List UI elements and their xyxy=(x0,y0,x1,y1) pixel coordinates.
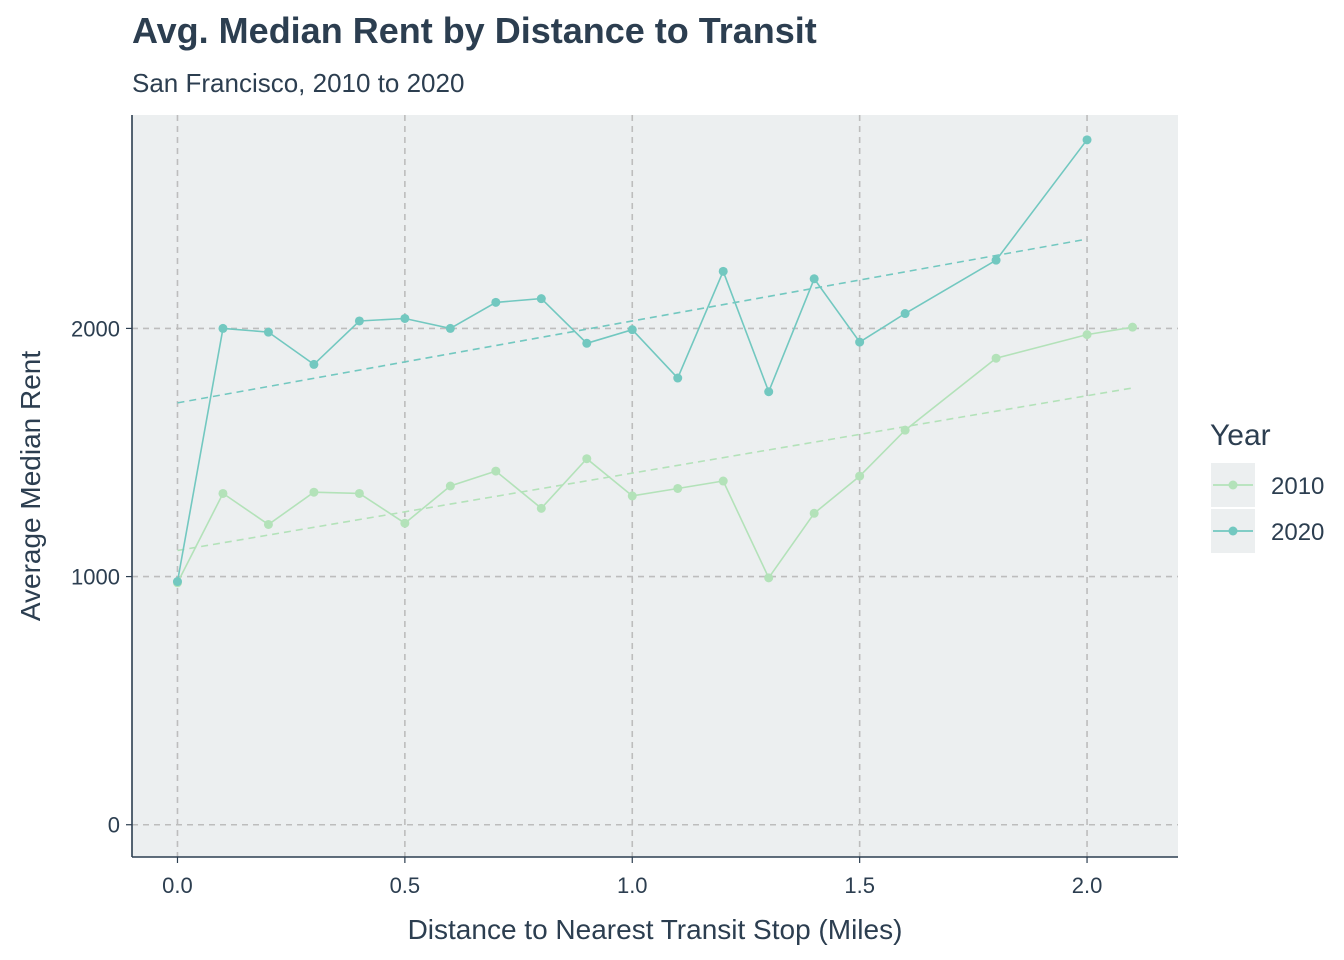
data-point-2020 xyxy=(309,359,319,369)
data-point-2010 xyxy=(855,471,865,481)
data-point-2010 xyxy=(991,353,1001,363)
data-point-2020 xyxy=(673,373,683,383)
y-tick-label: 2000 xyxy=(71,316,120,341)
legend-key-point xyxy=(1228,526,1238,536)
data-point-2020 xyxy=(1082,135,1092,145)
data-point-2010 xyxy=(1082,330,1092,340)
legend-key-point xyxy=(1228,480,1238,490)
data-point-2020 xyxy=(991,255,1001,265)
x-tick-label: 2.0 xyxy=(1072,873,1103,898)
data-point-2020 xyxy=(445,323,455,333)
data-point-2010 xyxy=(263,519,273,529)
data-point-2010 xyxy=(400,518,410,528)
chart-subtitle: San Francisco, 2010 to 2020 xyxy=(132,68,465,98)
data-point-2010 xyxy=(218,488,228,498)
legend: Year 2010 2020 xyxy=(1210,419,1324,553)
data-point-2010 xyxy=(764,573,774,583)
data-point-2020 xyxy=(627,325,637,335)
data-point-2010 xyxy=(627,491,637,501)
data-point-2010 xyxy=(673,483,683,493)
axis-ticks: 0.0 0.5 1.0 1.5 2.0 0 1000 2000 xyxy=(71,316,1102,898)
data-point-2020 xyxy=(809,274,819,284)
data-point-2010 xyxy=(809,508,819,518)
y-tick-label: 0 xyxy=(108,813,120,838)
data-point-2020 xyxy=(491,297,501,307)
x-tick-label: 0.5 xyxy=(390,873,421,898)
data-point-2010 xyxy=(900,425,910,435)
x-tick-label: 0.0 xyxy=(162,873,193,898)
data-point-2020 xyxy=(536,294,546,304)
data-point-2020 xyxy=(582,338,592,348)
data-point-2020 xyxy=(263,327,273,337)
data-point-2020 xyxy=(400,313,410,323)
x-tick-label: 1.0 xyxy=(617,873,648,898)
trend-line-2020 xyxy=(177,238,1088,404)
data-series xyxy=(172,135,1138,588)
data-point-2010 xyxy=(536,503,546,513)
legend-title: Year xyxy=(1210,419,1271,452)
chart-title: Avg. Median Rent by Distance to Transit xyxy=(132,10,817,51)
legend-label: 2010 xyxy=(1271,473,1324,500)
data-point-2010 xyxy=(1128,322,1138,332)
y-tick-label: 1000 xyxy=(71,565,120,590)
data-point-2010 xyxy=(309,487,319,497)
data-point-2020 xyxy=(218,323,228,333)
legend-item-2010: 2010 xyxy=(1211,463,1324,507)
series-line-2010 xyxy=(176,326,1133,584)
data-point-2010 xyxy=(354,488,364,498)
y-axis-label: Average Median Rent xyxy=(15,351,46,622)
legend-label: 2020 xyxy=(1271,519,1324,546)
data-point-2020 xyxy=(718,266,728,276)
data-point-2010 xyxy=(445,481,455,491)
x-axis-label: Distance to Nearest Transit Stop (Miles) xyxy=(408,914,903,945)
grid-lines xyxy=(132,115,1178,857)
data-point-2010 xyxy=(491,466,501,476)
data-point-2020 xyxy=(764,387,774,397)
data-point-2010 xyxy=(582,454,592,464)
trend-lines xyxy=(177,238,1133,552)
legend-item-2020: 2020 xyxy=(1211,509,1324,553)
data-point-2020 xyxy=(172,577,182,587)
data-point-2010 xyxy=(718,476,728,486)
data-point-2020 xyxy=(900,309,910,319)
data-point-2020 xyxy=(855,337,865,347)
trend-line-2010 xyxy=(177,387,1133,552)
plot-background xyxy=(132,115,1178,857)
x-tick-label: 1.5 xyxy=(844,873,875,898)
data-point-2020 xyxy=(354,316,364,326)
